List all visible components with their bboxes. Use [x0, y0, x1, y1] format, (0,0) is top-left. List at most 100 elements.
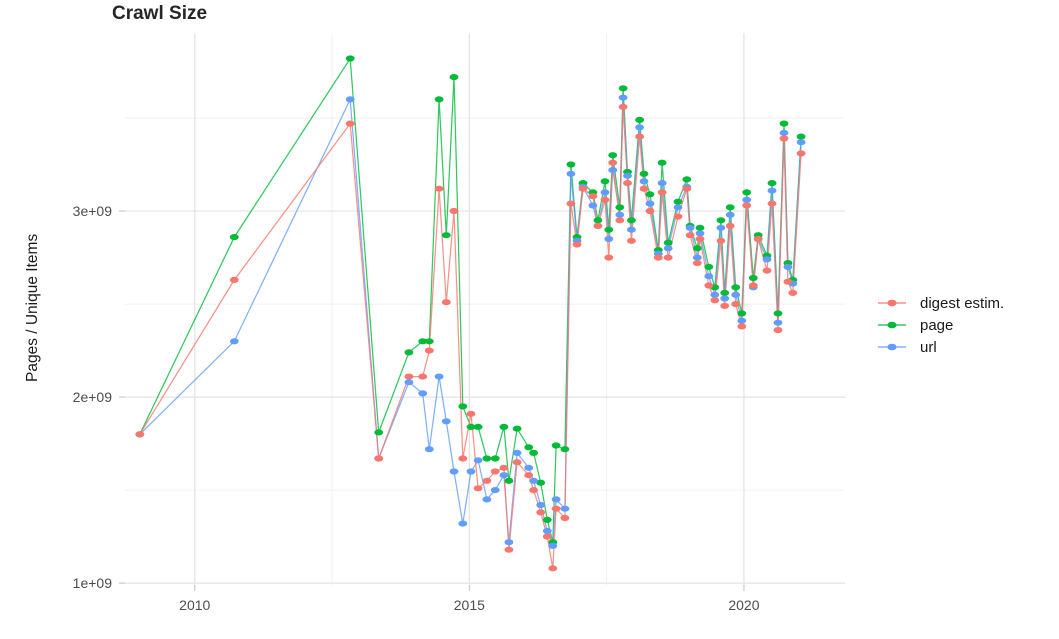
data-point-digestestim: [441, 299, 451, 306]
data-point-digestestim: [627, 237, 636, 244]
data-point-url: [742, 196, 752, 203]
data-point-digestestim: [578, 185, 588, 192]
data-point-url: [737, 317, 747, 324]
data-point-url: [441, 418, 451, 425]
data-point-page: [737, 310, 747, 317]
data-point-url: [725, 211, 735, 218]
data-point-digestestim: [653, 254, 663, 261]
data-point-page: [542, 516, 552, 524]
data-point-page: [608, 152, 618, 159]
data-point-digestestim: [692, 260, 702, 267]
legend-label-digest: digest estim.: [920, 294, 1005, 312]
data-point-digestestim: [716, 237, 726, 244]
data-point-digestestim: [748, 282, 758, 289]
data-point-page: [725, 204, 735, 211]
data-point-page: [645, 191, 655, 198]
data-point-url: [639, 178, 649, 185]
data-point-url: [604, 235, 614, 243]
data-point-digestestim: [374, 455, 384, 462]
data-point-digestestim: [499, 464, 509, 471]
data-point-digestestim: [345, 120, 355, 127]
data-point-digestestim: [704, 282, 714, 289]
data-point-page: [512, 425, 522, 432]
legend-dot-url: [887, 343, 897, 351]
data-point-url: [588, 202, 598, 209]
data-point-page: [424, 338, 434, 345]
data-point-url: [345, 96, 355, 103]
data-point-digestestim: [404, 373, 414, 380]
data-point-digestestim: [615, 217, 625, 224]
data-point-page: [566, 161, 576, 168]
data-point-digestestim: [529, 487, 538, 494]
legend-item-page: page: [876, 314, 1004, 336]
data-point-url: [645, 200, 655, 207]
data-point-digestestim: [229, 276, 239, 283]
data-point-digestestim: [753, 235, 763, 243]
data-point-digestestim: [788, 289, 798, 296]
legend-dot-page: [887, 321, 897, 329]
data-point-url: [548, 542, 558, 550]
data-point-url: [767, 187, 777, 194]
x-tick-label: 2015: [454, 597, 485, 613]
data-point-url: [434, 373, 444, 380]
data-point-digestestim: [449, 207, 459, 215]
data-point-url: [783, 263, 793, 270]
data-point-digestestim: [639, 185, 649, 192]
data-point-page: [504, 477, 514, 484]
data-point-digestestim: [135, 431, 145, 438]
data-point-url: [529, 477, 538, 484]
data-point-url: [560, 505, 570, 512]
data-point-url: [473, 457, 483, 464]
data-point-url: [685, 224, 695, 231]
data-point-url: [657, 180, 667, 187]
x-tick-label: 2010: [179, 597, 210, 613]
data-point-url: [229, 338, 239, 345]
data-point-page: [627, 217, 636, 224]
data-point-digestestim: [604, 254, 614, 261]
data-point-digestestim: [504, 546, 514, 553]
data-point-page: [639, 170, 649, 177]
data-point-url: [716, 224, 726, 231]
data-point-url: [458, 520, 468, 527]
data-point-digestestim: [783, 278, 793, 285]
data-point-page: [600, 178, 610, 185]
data-point-digestestim: [560, 514, 570, 522]
legend-item-digest: digest estim.: [876, 292, 1004, 314]
y-tick-label: 1e+09: [73, 575, 113, 591]
y-tick-label: 3e+09: [73, 203, 113, 219]
data-point-url: [720, 295, 730, 302]
data-point-page: [593, 217, 603, 224]
data-point-page: [767, 180, 777, 187]
data-point-url: [731, 291, 741, 298]
data-point-digestestim: [635, 133, 644, 140]
data-point-url: [566, 170, 576, 177]
data-point-page: [618, 85, 628, 92]
data-point-page: [458, 403, 468, 410]
data-point-digestestim: [725, 222, 735, 229]
data-point-url: [404, 379, 414, 386]
data-point-page: [536, 479, 546, 486]
data-point-url: [623, 172, 632, 179]
data-point-digestestim: [695, 235, 705, 243]
chart-title: Crawl Size: [112, 3, 208, 24]
data-point-page: [499, 423, 509, 430]
data-point-url: [695, 230, 705, 237]
data-point-page: [635, 116, 644, 123]
data-point-url: [704, 273, 714, 280]
data-point-digestestim: [645, 207, 655, 215]
data-point-digestestim: [490, 468, 500, 475]
data-point-page: [615, 204, 625, 211]
data-point-digestestim: [737, 323, 747, 330]
data-point-page: [779, 120, 789, 127]
data-point-page: [673, 198, 683, 205]
data-point-digestestim: [720, 302, 730, 309]
x-tick-label: 2020: [728, 597, 759, 613]
data-point-url: [536, 501, 546, 509]
data-point-digestestim: [682, 185, 692, 192]
data-point-page: [345, 55, 355, 62]
data-point-url: [773, 319, 783, 326]
data-point-page: [704, 263, 714, 270]
data-point-url: [524, 464, 534, 471]
legend-item-url: url: [876, 336, 1004, 358]
